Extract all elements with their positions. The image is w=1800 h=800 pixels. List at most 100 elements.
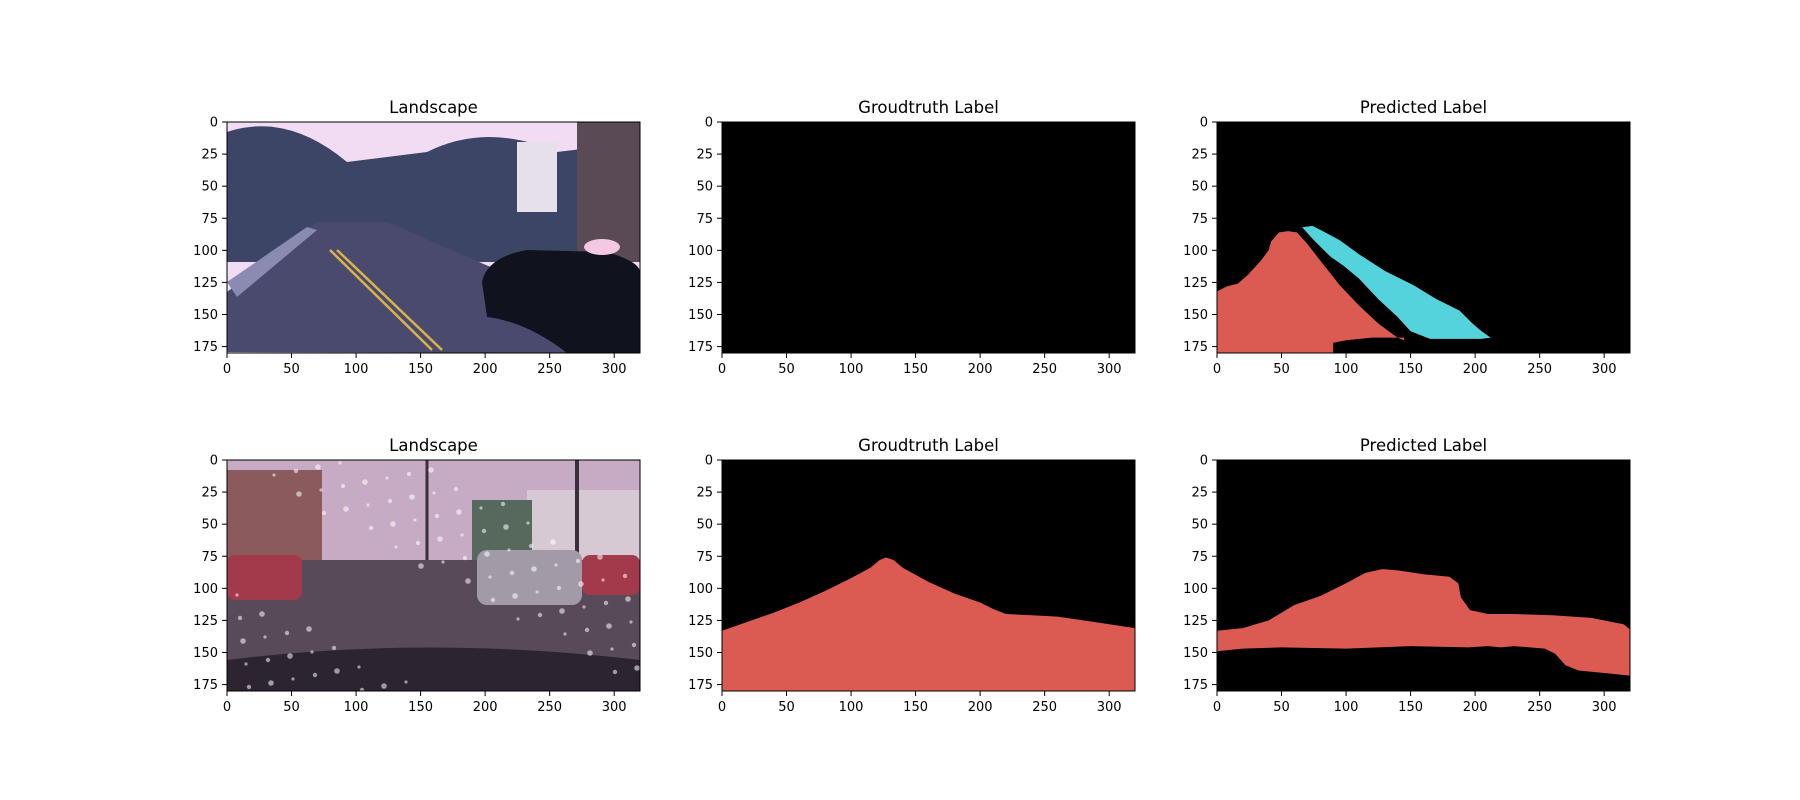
subplot-3: Predicted Label 0 50 100 150 200 250 300 0 25 50 75…	[1183, 98, 1631, 377]
x-tick-label: 200	[968, 362, 993, 377]
x-tick-label: 300	[602, 362, 627, 377]
subplot-1: Landscape 0 50 100 150 200 250 300 0 25 50 75 100 125…	[193, 98, 641, 377]
x-tick-label: 200	[968, 700, 993, 715]
y-tick-label: 175	[193, 678, 218, 693]
x-tick-label: 0	[223, 700, 231, 715]
axes-frame	[1216, 121, 1631, 354]
x-tick-label: 50	[778, 362, 795, 377]
y-tick-label: 25	[1191, 148, 1208, 163]
subplot-5: Groudtruth Label 0 50 100 150 200 250 300 0 25 50 7…	[688, 436, 1136, 715]
subplot-title: Predicted Label	[1360, 436, 1487, 455]
x-tick-label: 300	[602, 700, 627, 715]
y-tick-label: 125	[1183, 276, 1208, 291]
x-tick-label: 250	[537, 362, 562, 377]
x-tick-label: 0	[718, 700, 726, 715]
y-tick-label: 150	[1183, 308, 1208, 323]
axes-frame	[721, 459, 1136, 692]
x-tick-label: 100	[1334, 362, 1359, 377]
axes-frame	[1216, 459, 1631, 692]
x-tick-label: 250	[537, 700, 562, 715]
mask-region-cyan	[1302, 225, 1491, 339]
axes-frame	[226, 459, 641, 692]
y-tick-label: 150	[1183, 646, 1208, 661]
subplot-2: Groudtruth Label 0 50 100 150 200 250 300 0 25 50 7…	[688, 98, 1136, 377]
y-tick-label: 0	[705, 116, 713, 131]
x-tick-label: 150	[1398, 700, 1423, 715]
subplot-6: Predicted Label 0 50 100 150 200 250 300 0 25 50 75…	[1183, 436, 1631, 715]
y-tick-label: 150	[688, 308, 713, 323]
x-tick-label: 250	[1032, 700, 1057, 715]
x-tick-label: 150	[903, 700, 928, 715]
x-tick-label: 50	[1273, 700, 1290, 715]
x-tick-label: 100	[839, 700, 864, 715]
y-tick-label: 75	[696, 550, 713, 565]
subplot-title: Groudtruth Label	[858, 98, 999, 117]
y-tick-label: 100	[688, 244, 713, 259]
y-tick-label: 100	[193, 244, 218, 259]
y-tick-label: 50	[201, 518, 218, 533]
x-tick-label: 250	[1527, 700, 1552, 715]
x-tick-label: 50	[1273, 362, 1290, 377]
y-tick-label: 50	[1191, 180, 1208, 195]
axes-frame	[226, 121, 641, 354]
y-tick-label: 175	[1183, 678, 1208, 693]
y-tick-label: 0	[705, 454, 713, 469]
x-tick-label: 100	[344, 362, 369, 377]
photo-scene	[227, 460, 640, 691]
x-tick-label: 300	[1592, 362, 1617, 377]
x-tick-label: 50	[283, 362, 300, 377]
y-tick-label: 100	[1183, 244, 1208, 259]
subplot-title: Predicted Label	[1360, 98, 1487, 117]
y-tick-label: 150	[193, 646, 218, 661]
y-tick-label: 25	[696, 486, 713, 501]
x-tick-label: 300	[1097, 700, 1122, 715]
y-tick-label: 175	[193, 340, 218, 355]
y-tick-label: 175	[1183, 340, 1208, 355]
x-tick-label: 200	[1463, 362, 1488, 377]
y-tick-label: 75	[1191, 212, 1208, 227]
mask-background	[722, 122, 1135, 353]
mask-region-red	[1217, 569, 1630, 676]
x-tick-label: 300	[1592, 700, 1617, 715]
x-tick-label: 0	[1213, 700, 1221, 715]
x-tick-label: 0	[1213, 362, 1221, 377]
y-tick-label: 50	[696, 518, 713, 533]
y-tick-label: 25	[1191, 486, 1208, 501]
subplot-title: Landscape	[389, 436, 478, 455]
y-tick-label: 0	[1200, 116, 1208, 131]
y-tick-label: 50	[696, 180, 713, 195]
y-tick-label: 125	[688, 614, 713, 629]
photo-scene	[227, 122, 640, 353]
y-tick-label: 0	[210, 116, 218, 131]
y-tick-label: 150	[688, 646, 713, 661]
x-tick-label: 200	[473, 362, 498, 377]
y-tick-label: 125	[688, 276, 713, 291]
y-tick-label: 0	[210, 454, 218, 469]
y-tick-label: 125	[1183, 614, 1208, 629]
y-tick-label: 25	[201, 486, 218, 501]
x-tick-label: 150	[408, 362, 433, 377]
x-tick-label: 50	[778, 700, 795, 715]
x-tick-label: 0	[223, 362, 231, 377]
y-tick-label: 175	[688, 678, 713, 693]
x-tick-label: 150	[408, 700, 433, 715]
subplot-title: Groudtruth Label	[858, 436, 999, 455]
mask-region-red	[1217, 231, 1405, 353]
axes-frame	[721, 121, 1136, 354]
y-tick-label: 75	[696, 212, 713, 227]
x-tick-label: 100	[1334, 700, 1359, 715]
y-tick-label: 100	[193, 582, 218, 597]
x-tick-label: 300	[1097, 362, 1122, 377]
x-tick-label: 150	[1398, 362, 1423, 377]
y-tick-label: 100	[688, 582, 713, 597]
subplot-4: Landscape 0 50 100 150 200 250 300 0 25 50 75 100 125…	[193, 436, 641, 715]
x-tick-label: 250	[1032, 362, 1057, 377]
x-tick-label: 100	[839, 362, 864, 377]
x-tick-label: 200	[1463, 700, 1488, 715]
x-tick-label: 100	[344, 700, 369, 715]
y-tick-label: 50	[1191, 518, 1208, 533]
y-tick-label: 25	[696, 148, 713, 163]
x-tick-label: 0	[718, 362, 726, 377]
subplot-title: Landscape	[389, 98, 478, 117]
